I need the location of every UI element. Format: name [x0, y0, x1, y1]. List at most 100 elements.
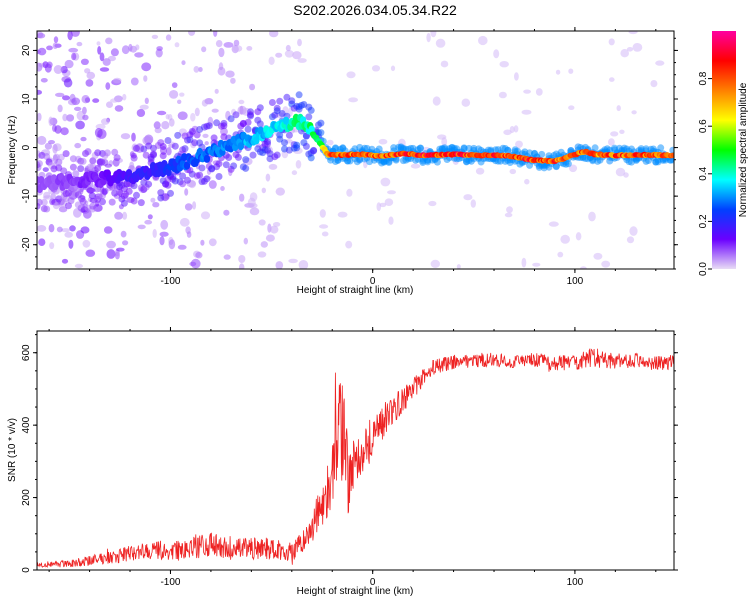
heatmap-noise-cell	[380, 177, 391, 187]
heatmap-noise-cell	[190, 112, 196, 122]
heatmap-halo-cell	[244, 125, 252, 133]
heatmap-halo-cell	[564, 160, 572, 168]
heatmap-noise-cell	[71, 52, 77, 61]
heatmap-noise-cell	[215, 40, 223, 48]
colorbar-tick-label: 0.8	[698, 71, 709, 85]
heatmap-noise-cell	[189, 261, 197, 267]
heatmap-noise-cell	[260, 241, 268, 248]
heatmap-noise-cell	[122, 240, 129, 246]
heatmap-noise-cell	[297, 58, 307, 63]
heatmap-noise-cell	[257, 251, 267, 258]
heatmap-noise-cell	[52, 42, 58, 49]
heatmap-noise-cell	[58, 206, 68, 213]
heatmap-noise-cell	[384, 198, 394, 206]
spectrogram-frame	[36, 30, 675, 270]
heatmap-noise-cell	[101, 118, 110, 125]
heatmap-noise-cell	[568, 105, 575, 110]
heatmap-noise-cell	[208, 238, 217, 247]
heatmap-halo-cell	[79, 197, 87, 205]
heatmap-noise-cell	[61, 258, 69, 264]
heatmap-noise-cell	[270, 225, 279, 234]
heatmap-noise-cell	[60, 127, 69, 136]
heatmap-noise-cell	[68, 47, 79, 53]
heatmap-noise-cell	[71, 97, 81, 106]
heatmap-noise-cell	[179, 92, 185, 97]
heatmap-noise-cell	[122, 93, 127, 101]
heatmap-noise-cell	[535, 88, 543, 96]
heatmap-halo-cell	[108, 198, 116, 206]
heatmap-noise-cell	[42, 167, 49, 173]
y-tick-label: 0	[21, 144, 32, 150]
heatmap-noise-cell	[291, 170, 298, 176]
heatmap-noise-cell	[493, 49, 500, 59]
heatmap-noise-cell	[106, 240, 116, 249]
heatmap-noise-cell	[440, 60, 449, 68]
heatmap-halo-cell	[89, 202, 97, 210]
heatmap-noise-cell	[426, 32, 431, 43]
heatmap-noise-cell	[80, 58, 89, 65]
heatmap-noise-cell	[238, 99, 245, 105]
heatmap-halo-cell	[276, 97, 284, 105]
heatmap-noise-cell	[619, 129, 625, 134]
heatmap-noise-cell	[37, 225, 47, 232]
heatmap-noise-cell	[76, 41, 83, 47]
heatmap-halo-cell	[191, 139, 199, 147]
heatmap-noise-cell	[521, 257, 527, 268]
heatmap-noise-cell	[475, 167, 485, 175]
heatmap-halo-cell	[256, 104, 264, 112]
heatmap-noise-cell	[165, 34, 172, 41]
heatmap-noise-cell	[258, 219, 266, 226]
heatmap-noise-cell	[165, 147, 172, 156]
heatmap-halo-cell	[305, 113, 313, 121]
heatmap-noise-cell	[223, 209, 230, 216]
heatmap-noise-cell	[120, 230, 127, 238]
heatmap-halo-cell	[130, 154, 138, 162]
heatmap-noise-cell	[346, 71, 356, 79]
heatmap-noise-cell	[130, 77, 139, 86]
heatmap-noise-cell	[144, 219, 153, 225]
y-tick-label: 400	[21, 416, 32, 433]
heatmap-noise-cell	[82, 114, 89, 121]
heatmap-noise-cell	[103, 226, 113, 234]
heatmap-halo-cell	[302, 142, 310, 150]
heatmap-noise-cell	[62, 113, 68, 122]
heatmap-noise-cell	[288, 258, 298, 264]
heatmap-noise-cell	[52, 144, 58, 154]
y-tick-label: -20	[21, 237, 32, 252]
heatmap-halo-cell	[317, 119, 325, 127]
y-tick-label: 600	[21, 344, 32, 361]
heatmap-noise-cell	[154, 127, 162, 134]
heatmap-noise-cell	[200, 239, 205, 246]
heatmap-noise-cell	[523, 89, 531, 94]
heatmap-noise-cell	[217, 66, 226, 76]
heatmap-noise-cell	[37, 112, 42, 122]
heatmap-noise-cell	[92, 98, 100, 103]
heatmap-noise-cell	[37, 62, 43, 72]
heatmap-halo-cell	[657, 144, 665, 152]
heatmap-noise-cell	[181, 60, 186, 66]
heatmap-noise-cell	[161, 121, 170, 130]
heatmap-halo-cell	[43, 191, 51, 199]
x-tick-label: -100	[160, 577, 180, 588]
heatmap-noise-cell	[61, 228, 71, 233]
heatmap-halo-cell	[538, 150, 546, 158]
y-tick-label: 10	[21, 93, 32, 105]
heatmap-halo-cell	[103, 149, 111, 157]
heatmap-halo-cell	[74, 191, 82, 199]
colorbar-tick-label: 0.4	[698, 166, 709, 180]
heatmap-halo-cell	[433, 158, 441, 166]
heatmap-noise-cell	[470, 199, 476, 208]
heatmap-noise-cell	[292, 51, 302, 60]
heatmap-noise-cell	[192, 201, 197, 210]
heatmap-noise-cell	[243, 237, 248, 245]
heatmap-halo-cell	[101, 159, 109, 166]
heatmap-noise-cell	[620, 49, 629, 58]
heatmap-noise-cell	[46, 45, 53, 51]
y-tick-label: 0	[21, 567, 32, 573]
heatmap-noise-cell	[62, 95, 70, 101]
heatmap-halo-cell	[504, 146, 512, 154]
heatmap-halo-cell	[242, 164, 250, 172]
heatmap-halo-cell	[249, 151, 257, 159]
heatmap-noise-cell	[211, 108, 219, 113]
